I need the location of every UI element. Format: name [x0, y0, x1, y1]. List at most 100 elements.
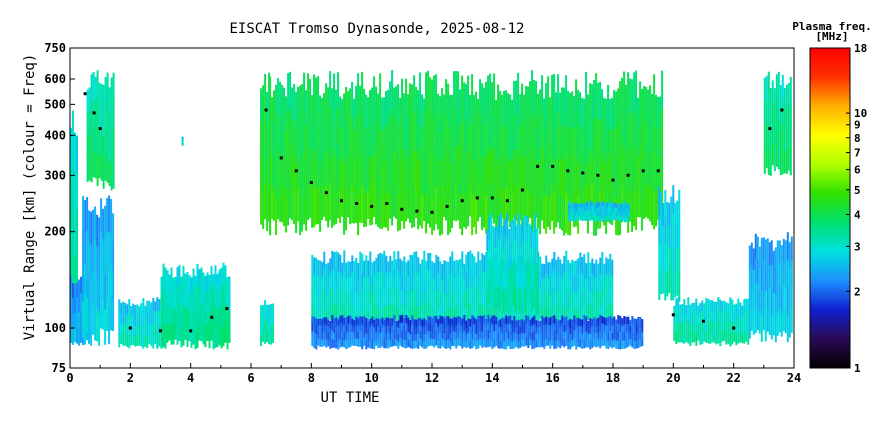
- echo-cell: [543, 278, 546, 294]
- echo-cell: [569, 279, 572, 296]
- echo-cell: [599, 274, 602, 293]
- echo-cell: [643, 119, 646, 153]
- echo-cell: [790, 284, 793, 309]
- echo-cell: [441, 124, 444, 162]
- echo-cell: [715, 322, 718, 334]
- echo-cell: [597, 215, 600, 222]
- echo-cell: [676, 247, 679, 273]
- echo-cell: [112, 159, 115, 189]
- echo-cell: [599, 118, 602, 156]
- echo-cell: [84, 200, 87, 233]
- echo-cell: [607, 305, 610, 321]
- echo-cell: [331, 269, 334, 290]
- echo-region: [311, 314, 644, 350]
- echo-cell: [423, 98, 426, 130]
- echo-cell: [533, 323, 536, 333]
- echo-cell: [583, 98, 586, 129]
- echo-region: [260, 72, 271, 232]
- echo-cell: [673, 314, 676, 324]
- echo-cell: [367, 127, 370, 159]
- echo-cell: [621, 77, 624, 115]
- echo-cell: [479, 322, 482, 331]
- echo-cell: [467, 325, 470, 334]
- echo-cell: [387, 325, 390, 334]
- echo-cell: [345, 277, 348, 293]
- echo-cell: [490, 258, 493, 283]
- echo-cell: [707, 298, 710, 311]
- echo-cell: [780, 313, 783, 337]
- echo-cell: [270, 304, 273, 315]
- echo-cell: [481, 192, 484, 230]
- echo-cell: [589, 215, 592, 221]
- echo-cell: [569, 216, 572, 222]
- echo-cell: [279, 151, 282, 187]
- echo-cell: [537, 93, 540, 128]
- echo-cell: [581, 97, 584, 129]
- echo-cell: [503, 341, 506, 350]
- echo-cell: [561, 291, 564, 307]
- echo-cell: [483, 315, 486, 324]
- echo-cell: [621, 211, 624, 217]
- echo-cell: [337, 307, 340, 327]
- echo-cell: [224, 284, 227, 305]
- colorbar-title: Plasma freq.: [792, 20, 871, 33]
- y-tick-label: 500: [44, 97, 66, 111]
- echo-cell: [144, 305, 147, 317]
- echo-cell: [110, 297, 113, 331]
- echo-cell: [196, 263, 199, 286]
- echo-cell: [409, 327, 412, 335]
- echo-cell: [130, 325, 133, 336]
- echo-cell: [389, 81, 392, 117]
- echo-cell: [471, 194, 474, 236]
- echo-cell: [459, 338, 462, 346]
- echo-cell: [423, 128, 426, 160]
- echo-cell: [443, 155, 446, 187]
- echo-cell: [637, 316, 640, 326]
- echo-cell: [415, 288, 418, 308]
- echo-cell: [617, 212, 620, 217]
- echo-cell: [303, 110, 306, 149]
- echo-cell: [319, 318, 322, 327]
- echo-cell: [427, 269, 430, 287]
- echo-cell: [136, 335, 139, 346]
- echo-cell: [275, 122, 278, 161]
- echo-cell: [293, 153, 296, 190]
- echo-cell: [773, 108, 776, 130]
- echo-cell: [279, 116, 282, 153]
- echo-cell: [778, 308, 781, 333]
- echo-cell: [357, 194, 360, 236]
- echo-cell: [666, 225, 669, 250]
- echo-cell: [523, 186, 526, 218]
- echo-cell: [325, 324, 328, 333]
- echo-cell: [492, 225, 495, 247]
- echo-cell: [98, 82, 101, 108]
- echo-cell: [431, 331, 434, 340]
- echo-cell: [713, 311, 716, 323]
- echo-cell: [467, 113, 470, 152]
- echo-cell: [567, 320, 570, 328]
- echo-cell: [515, 320, 518, 328]
- echo-cell: [533, 315, 536, 325]
- echo-cell: [407, 339, 410, 347]
- echo-cell: [523, 333, 526, 341]
- echo-cell: [767, 123, 770, 150]
- echo-cell: [321, 262, 324, 278]
- echo-cell: [517, 111, 520, 151]
- echo-cell: [126, 335, 129, 347]
- echo-cell: [343, 250, 346, 270]
- echo-cell: [423, 303, 426, 322]
- echo-cell: [607, 85, 610, 120]
- echo-cell: [529, 326, 532, 333]
- echo-cell: [441, 316, 444, 325]
- echo-cell: [555, 126, 558, 161]
- echo-cell: [473, 317, 476, 326]
- echo-cell: [703, 303, 706, 314]
- echo-cell: [587, 215, 590, 221]
- echo-cell: [345, 194, 348, 231]
- echo-cell: [497, 159, 500, 199]
- echo-cell: [208, 275, 211, 294]
- echo-cell: [403, 256, 406, 273]
- echo-cell: [520, 267, 523, 291]
- echo-cell: [271, 157, 274, 189]
